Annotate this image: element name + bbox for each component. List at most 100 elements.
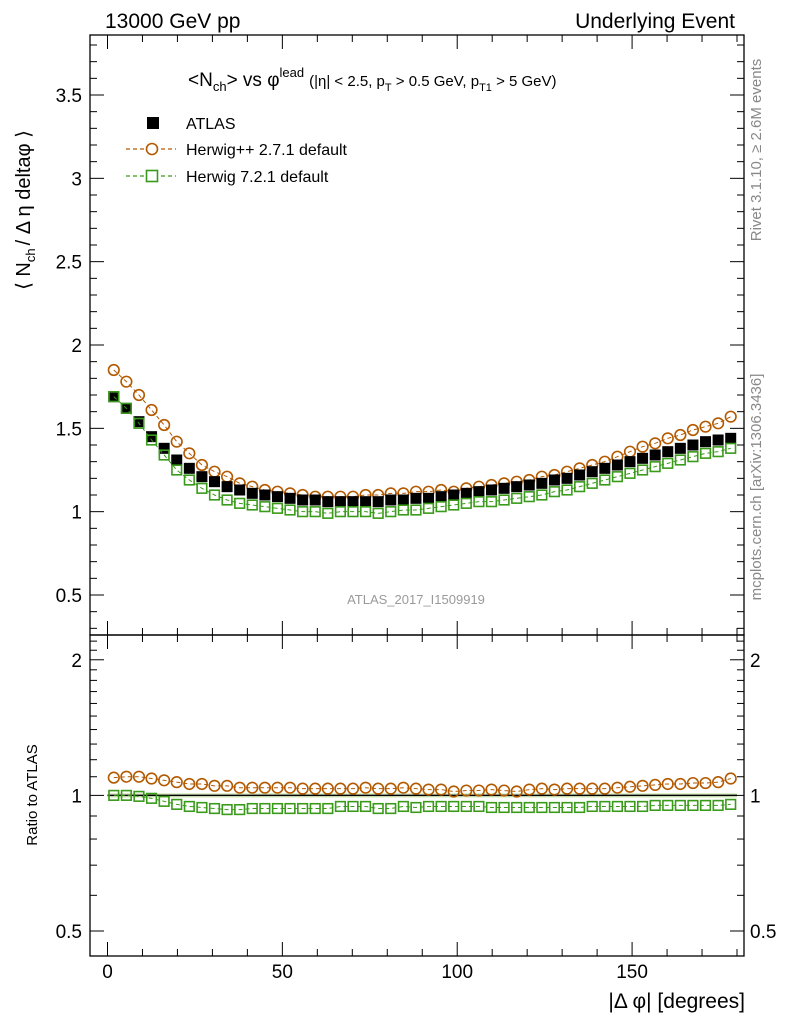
- data-point-herwig7: [259, 501, 271, 513]
- data-point-atlas: [146, 431, 158, 443]
- data-point-herwigpp: [598, 782, 611, 795]
- data-point-herwig7: [347, 506, 359, 518]
- data-point-atlas: [725, 432, 737, 444]
- data-point-atlas: [561, 472, 573, 484]
- data-point-herwigpp: [107, 363, 120, 377]
- data-point-herwig7: [712, 446, 724, 458]
- ratio-panel-ticks: 0.5 0.5 1 1 2 2 0 50 100 150: [56, 635, 776, 983]
- data-point-herwig7: [611, 471, 623, 483]
- data-point-herwigpp: [271, 781, 284, 794]
- data-point-herwigpp: [611, 781, 624, 794]
- data-point-herwig7: [171, 798, 183, 810]
- data-point-atlas: [712, 434, 724, 446]
- main-ylabel-part-b: / Δ η deltaφ ⟩: [13, 130, 35, 245]
- data-point-atlas: [347, 496, 359, 508]
- data-point-herwig7: [359, 800, 372, 813]
- data-point-herwigpp: [674, 777, 687, 791]
- legend-marker-atlas: [147, 117, 159, 129]
- main-ylabel-subscript: ch: [23, 248, 38, 262]
- data-point-herwig7: [221, 803, 233, 816]
- data-point-atlas: [246, 487, 258, 499]
- data-point-herwig7: [687, 799, 699, 812]
- data-point-herwig7: [359, 506, 372, 518]
- data-point-herwig7: [120, 789, 132, 801]
- main-y-tick-label: 0.5: [56, 586, 82, 607]
- data-point-herwig7: [636, 464, 649, 476]
- ratio-panel-data: [107, 770, 737, 816]
- data-point-atlas: [473, 486, 485, 498]
- data-point-atlas: [485, 484, 497, 496]
- data-point-herwig7: [473, 496, 485, 508]
- data-point-atlas: [133, 416, 145, 428]
- legend-label-atlas: ATLAS: [186, 116, 236, 133]
- main-y-tick-label: 3.5: [56, 86, 82, 107]
- data-point-herwig7: [674, 799, 686, 812]
- data-point-atlas: [234, 484, 246, 496]
- data-point-herwigpp: [422, 783, 435, 796]
- data-point-atlas: [397, 494, 409, 506]
- ratio-y-tick-label-left: 0.5: [56, 922, 82, 943]
- data-point-herwig7: [536, 489, 548, 501]
- data-point-herwigpp: [208, 779, 221, 792]
- data-point-herwig7: [523, 491, 535, 503]
- data-point-herwigpp: [372, 782, 385, 795]
- ratio-y-tick-label-left: 1: [71, 786, 82, 807]
- data-point-herwig7: [687, 451, 699, 463]
- data-point-herwig7: [561, 801, 573, 814]
- series-line: [113, 396, 731, 514]
- data-point-herwig7: [485, 801, 498, 814]
- chart-title: <Nch> vs φlead (|η| < 2.5, pT > 0.5 GeV, …: [188, 65, 557, 94]
- data-point-herwig7: [145, 434, 158, 446]
- data-point-herwigpp: [132, 770, 146, 783]
- data-point-herwigpp: [623, 780, 637, 793]
- data-point-atlas: [611, 459, 623, 471]
- main-y-tick-label: 3: [71, 169, 82, 190]
- data-point-atlas: [574, 469, 586, 481]
- data-point-herwigpp: [649, 437, 662, 450]
- data-point-herwigpp: [120, 375, 133, 388]
- data-point-herwig7: [448, 800, 460, 813]
- data-point-herwig7: [624, 800, 636, 813]
- data-point-herwigpp: [548, 783, 561, 796]
- data-point-herwig7: [649, 799, 661, 812]
- data-point-atlas: [523, 479, 535, 491]
- data-point-herwig7: [511, 492, 523, 504]
- data-point-herwig7: [410, 504, 422, 516]
- data-point-herwigpp: [195, 458, 209, 472]
- data-point-atlas: [511, 481, 523, 493]
- data-point-herwigpp: [107, 771, 120, 784]
- data-point-herwig7: [523, 801, 535, 814]
- data-point-herwig7: [234, 803, 246, 816]
- data-point-herwig7: [322, 507, 334, 519]
- data-point-herwigpp: [472, 784, 486, 797]
- data-point-herwigpp: [460, 784, 473, 797]
- x-tick-label: 100: [441, 962, 473, 983]
- data-point-herwig7: [372, 802, 384, 815]
- data-point-herwigpp: [397, 781, 410, 794]
- main-panel-ticks: 0.5 1 1.5 2 2.5 3 3.5: [56, 35, 744, 635]
- data-point-herwig7: [397, 800, 409, 813]
- data-point-herwigpp: [661, 777, 674, 791]
- main-y-tick-label: 1.5: [56, 419, 82, 440]
- data-point-herwigpp: [674, 428, 687, 442]
- data-point-atlas: [674, 442, 686, 454]
- data-point-herwigpp: [661, 432, 674, 445]
- ratio-y-tick-label-right: 1: [750, 786, 761, 807]
- legend-marker-herwig7: [145, 169, 159, 183]
- data-point-herwigpp: [233, 781, 246, 794]
- main-ylabel: ⟨ Nch / Δ η deltaφ ⟩: [13, 130, 38, 290]
- data-point-herwig7: [624, 467, 636, 479]
- data-point-herwig7: [435, 800, 447, 813]
- x-tick-label: 150: [616, 962, 648, 983]
- data-point-herwigpp: [220, 779, 234, 792]
- data-point-herwig7: [536, 801, 548, 814]
- rivet-label: Rivet 3.1.10, ≥ 2.6M events: [748, 59, 765, 242]
- data-point-atlas: [259, 489, 271, 501]
- data-point-atlas: [460, 487, 472, 499]
- data-point-atlas: [158, 442, 170, 454]
- title-mid: > vs φ: [227, 70, 280, 91]
- data-point-herwig7: [145, 792, 158, 804]
- data-point-herwigpp: [435, 783, 448, 796]
- data-point-herwig7: [196, 801, 208, 814]
- data-point-herwigpp: [523, 783, 536, 796]
